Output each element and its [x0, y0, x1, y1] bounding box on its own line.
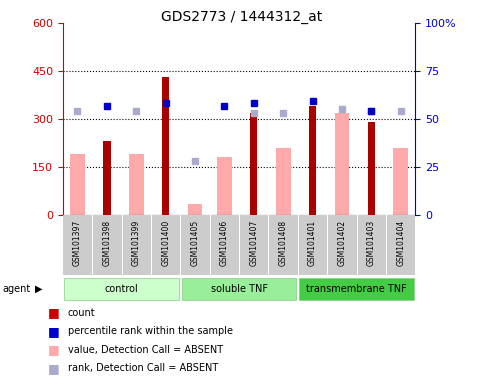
FancyBboxPatch shape — [64, 278, 179, 300]
Text: soluble TNF: soluble TNF — [211, 284, 268, 294]
FancyBboxPatch shape — [182, 278, 297, 300]
Bar — [309, 106, 316, 215]
FancyBboxPatch shape — [299, 278, 414, 300]
Text: value, Detection Call = ABSENT: value, Detection Call = ABSENT — [68, 345, 223, 355]
Bar — [70, 154, 85, 215]
Text: rank, Detection Call = ABSENT: rank, Detection Call = ABSENT — [68, 363, 218, 373]
Text: percentile rank within the sample: percentile rank within the sample — [68, 326, 233, 336]
Bar — [368, 122, 375, 215]
Text: GSM101397: GSM101397 — [73, 220, 82, 266]
Text: GSM101403: GSM101403 — [367, 220, 376, 266]
Text: GSM101401: GSM101401 — [308, 220, 317, 266]
Text: GSM101398: GSM101398 — [102, 220, 112, 266]
Text: GSM101400: GSM101400 — [161, 220, 170, 266]
Bar — [188, 204, 202, 215]
Text: ■: ■ — [48, 325, 60, 338]
Text: control: control — [105, 284, 139, 294]
Text: ■: ■ — [48, 362, 60, 375]
Text: GDS2773 / 1444312_at: GDS2773 / 1444312_at — [161, 10, 322, 23]
Text: agent: agent — [2, 284, 30, 294]
Text: GSM101405: GSM101405 — [190, 220, 199, 266]
Text: ■: ■ — [48, 306, 60, 319]
Text: GSM101408: GSM101408 — [279, 220, 288, 266]
Text: transmembrane TNF: transmembrane TNF — [306, 284, 407, 294]
Bar — [393, 148, 408, 215]
Text: GSM101402: GSM101402 — [338, 220, 346, 266]
Bar — [250, 113, 257, 215]
Text: ■: ■ — [48, 343, 60, 356]
Bar — [217, 157, 232, 215]
Text: GSM101407: GSM101407 — [249, 220, 258, 266]
Bar — [129, 154, 143, 215]
Bar — [103, 141, 111, 215]
Bar — [162, 78, 170, 215]
Text: GSM101406: GSM101406 — [220, 220, 229, 266]
Bar — [335, 113, 349, 215]
Text: count: count — [68, 308, 95, 318]
Text: ▶: ▶ — [35, 284, 43, 294]
Text: GSM101404: GSM101404 — [396, 220, 405, 266]
Bar — [276, 148, 290, 215]
Text: GSM101399: GSM101399 — [132, 220, 141, 266]
